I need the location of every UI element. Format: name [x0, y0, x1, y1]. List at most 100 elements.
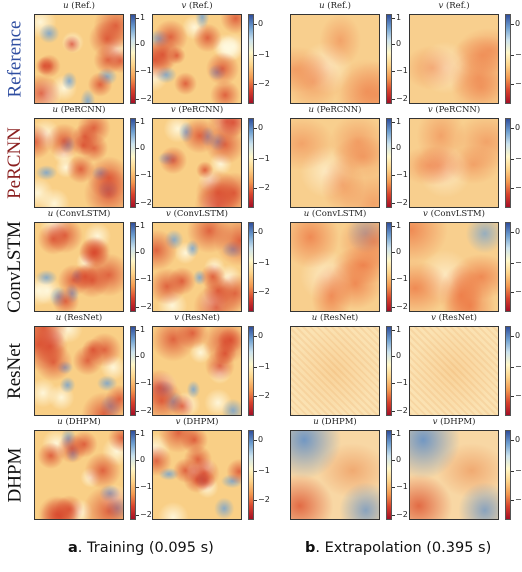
colorbar-tick: −2 [136, 405, 152, 415]
field-heatmap [290, 326, 380, 416]
row-label-reference: Reference [0, 14, 30, 104]
colorbar-tick: −1 [254, 361, 270, 371]
panel-variable: u [319, 1, 325, 11]
colorbar-tick: −2 [254, 287, 270, 297]
colorbar [386, 326, 392, 416]
panel-dhpm-u-extrapolation: u (DHPM) [290, 417, 380, 520]
caption-extrapolation-text: . Extrapolation (0.395 s) [315, 540, 492, 556]
colorbar-tick: 1 [391, 428, 402, 438]
colorbar-tick: −2 [511, 79, 522, 88]
colorbar [505, 430, 511, 520]
panel-variable: v [432, 417, 438, 427]
colorbar-tick: 0 [135, 350, 146, 360]
panel-model: (DHPM) [440, 417, 476, 427]
colorbar-tick: 0 [253, 122, 264, 132]
panel-title: v (Ref.) [409, 1, 499, 11]
panel-reference-u-training: u (Ref.) [34, 1, 124, 104]
colorbar-tick: −2 [254, 183, 270, 193]
field-heatmap [409, 222, 499, 312]
panel-variable: u [57, 417, 63, 427]
colorbar [505, 14, 511, 104]
panel-model: (DHPM) [65, 417, 101, 427]
panel-title: u (Ref.) [34, 1, 124, 11]
panel-title: u (PeRCNN) [34, 105, 124, 115]
colorbar-tick: 0 [391, 454, 402, 464]
colorbar-tick: −1 [511, 258, 522, 267]
panel-variable: v [174, 313, 179, 323]
field-heatmap [152, 222, 242, 312]
panel-dhpm-v-training: v (DHPM) [152, 417, 242, 520]
colorbar [248, 326, 254, 416]
panel-variable: u [63, 1, 69, 11]
panel-variable: v [431, 313, 436, 323]
row-label-text: Reference [4, 20, 25, 98]
colorbar [248, 222, 254, 312]
colorbar-tick: 0 [510, 18, 521, 28]
colorbar-tick: −2 [254, 495, 270, 505]
colorbar-tick: −2 [136, 301, 152, 311]
caption-training-letter: a [68, 540, 78, 556]
panel-variable: u [308, 105, 314, 115]
field-heatmap [34, 222, 124, 312]
panel-percnn-v-training: v (PeRCNN) [152, 105, 242, 208]
colorbar [386, 222, 392, 312]
field-heatmap [409, 326, 499, 416]
panel-model: (ConvLSTM) [430, 209, 485, 219]
field-heatmap [152, 326, 242, 416]
panel-model: (PeRCNN) [178, 105, 224, 115]
colorbar [130, 222, 136, 312]
panel-model: (ResNet) [319, 313, 359, 323]
colorbar [130, 118, 136, 208]
colorbar-tick: −2 [392, 197, 408, 207]
colorbar-tick: −2 [511, 183, 522, 192]
panel-reference-v-training: v (Ref.) [152, 1, 242, 104]
colorbar [130, 430, 136, 520]
panel-model: (Ref.) [327, 1, 351, 11]
colorbar-tick: 0 [510, 226, 521, 236]
panel-model: (ConvLSTM) [55, 209, 111, 219]
panel-model: (PeRCNN) [316, 105, 362, 115]
colorbar-tick: 0 [253, 330, 264, 340]
colorbar-tick: −1 [254, 153, 270, 163]
colorbar [130, 326, 136, 416]
colorbar-tick: −2 [511, 495, 522, 504]
colorbar [505, 326, 511, 416]
colorbar [130, 14, 136, 104]
panel-title: v (ConvLSTM) [152, 209, 242, 219]
colorbar-tick: 0 [391, 246, 402, 256]
caption-extrapolation: b. Extrapolation (0.395 s) [305, 540, 491, 556]
row-label-resnet: ResNet [0, 326, 30, 416]
panel-model: (DHPM) [321, 417, 357, 427]
field-heatmap [152, 430, 242, 520]
colorbar-tick: 0 [391, 38, 402, 48]
field-heatmap [409, 14, 499, 104]
colorbar-tick: 0 [510, 122, 521, 132]
panel-variable: v [438, 1, 444, 11]
colorbar-tick: 1 [135, 220, 146, 230]
colorbar-tick: 0 [510, 330, 521, 340]
colorbar [248, 430, 254, 520]
field-heatmap [34, 326, 124, 416]
panel-title: v (Ref.) [152, 1, 242, 11]
panel-model: (ResNet) [181, 313, 220, 323]
colorbar-tick: 0 [135, 142, 146, 152]
colorbar-tick: 1 [391, 116, 402, 126]
panel-dhpm-v-extrapolation: v (DHPM) [409, 417, 499, 520]
colorbar-tick: −1 [136, 65, 152, 75]
field-heatmap [290, 222, 380, 312]
panel-convlstm-u-training: u (ConvLSTM) [34, 209, 124, 312]
colorbar-tick: −1 [511, 50, 522, 59]
colorbar-tick: −1 [136, 273, 152, 283]
panel-variable: u [313, 417, 319, 427]
colorbar-tick: −1 [392, 273, 408, 283]
panel-dhpm-u-training: u (DHPM) [34, 417, 124, 520]
colorbar-tick: 0 [510, 434, 521, 444]
panel-resnet-v-extrapolation: v (ResNet) [409, 313, 499, 416]
row-label-text: DHPM [4, 447, 25, 503]
panel-model: (PeRCNN) [60, 105, 106, 115]
panel-variable: u [55, 313, 62, 323]
row-label-text: PeRCNN [4, 127, 26, 199]
colorbar-tick: 0 [135, 454, 146, 464]
colorbar-tick: 0 [391, 350, 402, 360]
colorbar-tick: −1 [136, 169, 152, 179]
